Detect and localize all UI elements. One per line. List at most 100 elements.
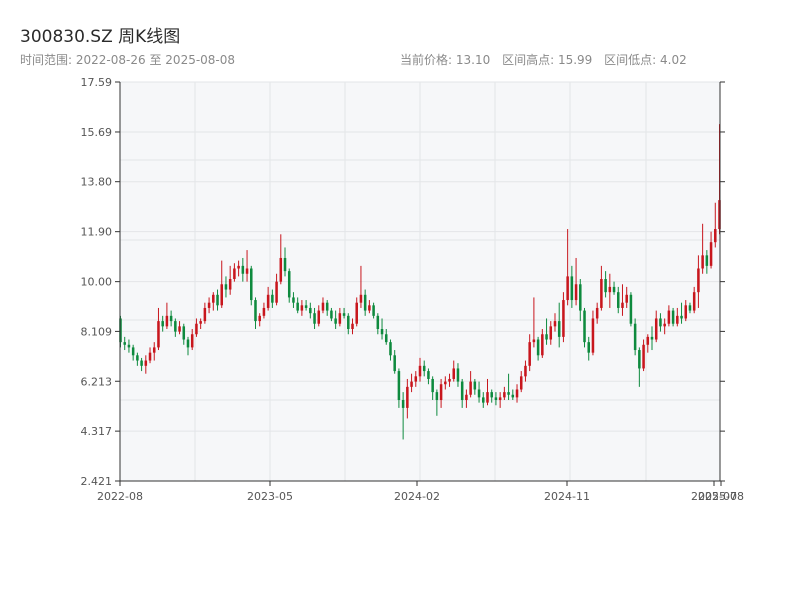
current-price-value: 13.10 [455,53,491,67]
candle-up [228,265,232,295]
candle-body [157,321,160,348]
candle-down [250,265,253,306]
candle-body [549,326,553,340]
candle-body [300,305,304,311]
candle-down [182,323,186,345]
candle-body [393,355,396,372]
candle-down [347,313,350,335]
candle-body [621,302,624,308]
candle-body [321,302,325,311]
candle-body [570,276,574,301]
candle-body [444,381,447,385]
current-price-label: 当前价格: [400,53,453,67]
candle-body [338,313,342,324]
candle-up [676,307,679,327]
candle-down [659,313,662,332]
candle-body [545,334,548,340]
candle-up [199,318,202,329]
candle-down [296,297,299,314]
candle-body [498,397,502,401]
chart-title: 300830.SZ 周K线图 [20,27,181,47]
candle-body [309,307,312,314]
candle-body [140,360,143,366]
candle-body [241,265,245,274]
candle-body [541,334,544,356]
candle-body [292,297,295,303]
candle-up [321,297,325,314]
candle-down [334,310,337,329]
x-tick-label: 2024-02 [394,490,440,503]
candle-body [152,347,156,353]
candle-up [410,373,413,393]
candle-down [570,265,574,308]
candle-body [625,294,628,303]
candle-body [123,342,126,345]
candle-up [515,384,519,403]
candle-up [562,292,565,343]
candle-body [330,310,333,319]
candle-up [300,300,304,316]
candle-body [659,318,662,327]
candle-body [482,397,485,403]
candle-body [684,305,688,319]
candle-down [507,373,510,401]
candle-body [245,268,249,274]
candle-up [553,313,557,332]
candle-body [604,279,607,293]
range-high-value: 15.99 [557,53,593,67]
candle-body [642,344,645,369]
candle-body [435,392,439,401]
candle-up [207,297,211,314]
candle-up [591,310,595,356]
candle-down [389,339,392,361]
candle-up [351,318,354,335]
candle-down [422,360,426,377]
x-tick-label: 2023-05 [247,490,293,503]
candle-down [224,276,228,298]
candle-up [541,328,544,358]
x-tick-label: 2024-11 [544,490,590,503]
candle-body [654,318,658,340]
candle-up [469,371,472,398]
candle-down [616,286,620,314]
candle-down [127,339,131,353]
candle-up [152,342,156,361]
candle-body [342,313,346,316]
candle-down [169,310,173,327]
candle-down [292,292,295,308]
candle-body [254,300,257,322]
candle-up [452,360,456,382]
candle-down [680,302,683,324]
candle-body [671,310,675,324]
candle-up [262,302,266,319]
candle-body [283,257,287,272]
y-tick-label: 2.421 [81,475,113,488]
candle-up [203,302,207,324]
candle-body [697,268,700,293]
candle-body [490,392,493,398]
range-high-label: 区间高点: [502,53,555,67]
candle-down [342,307,346,319]
candle-down [490,389,493,403]
candle-up [157,307,160,351]
candle-up [642,339,645,372]
y-tick-label: 17.59 [81,76,113,89]
candle-down [671,307,675,327]
candle-body [448,378,451,382]
y-tick-label: 6.213 [81,375,113,388]
candle-body [410,381,413,387]
candle-down [241,257,245,282]
candle-up [566,229,569,306]
candle-body [579,284,582,311]
candle-body [304,305,308,308]
candle-down [587,336,590,361]
candle-up [233,263,236,282]
candles [119,124,721,440]
candle-up [532,297,536,348]
candle-up [237,260,240,277]
candle-down [401,392,405,440]
candle-body [224,284,228,290]
candle-up [621,284,624,316]
candle-down [380,318,384,340]
candle-up [600,265,603,311]
